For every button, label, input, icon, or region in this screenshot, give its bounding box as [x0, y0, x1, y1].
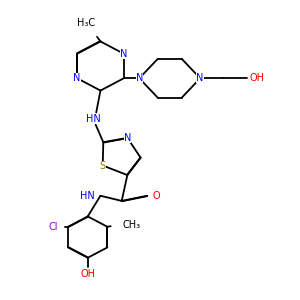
Text: H₃C: H₃C	[77, 18, 95, 28]
Text: HN: HN	[80, 191, 95, 201]
Text: O: O	[152, 191, 160, 201]
Text: CH₃: CH₃	[123, 220, 141, 230]
Text: N: N	[120, 49, 127, 59]
Text: OH: OH	[80, 269, 95, 279]
Text: N: N	[136, 73, 143, 83]
Text: S: S	[100, 160, 106, 170]
Text: OH: OH	[249, 73, 264, 83]
Text: N: N	[196, 73, 204, 83]
Text: Cl: Cl	[49, 222, 58, 232]
Text: N: N	[124, 133, 131, 143]
Text: N: N	[74, 73, 81, 83]
Text: HN: HN	[86, 114, 101, 124]
